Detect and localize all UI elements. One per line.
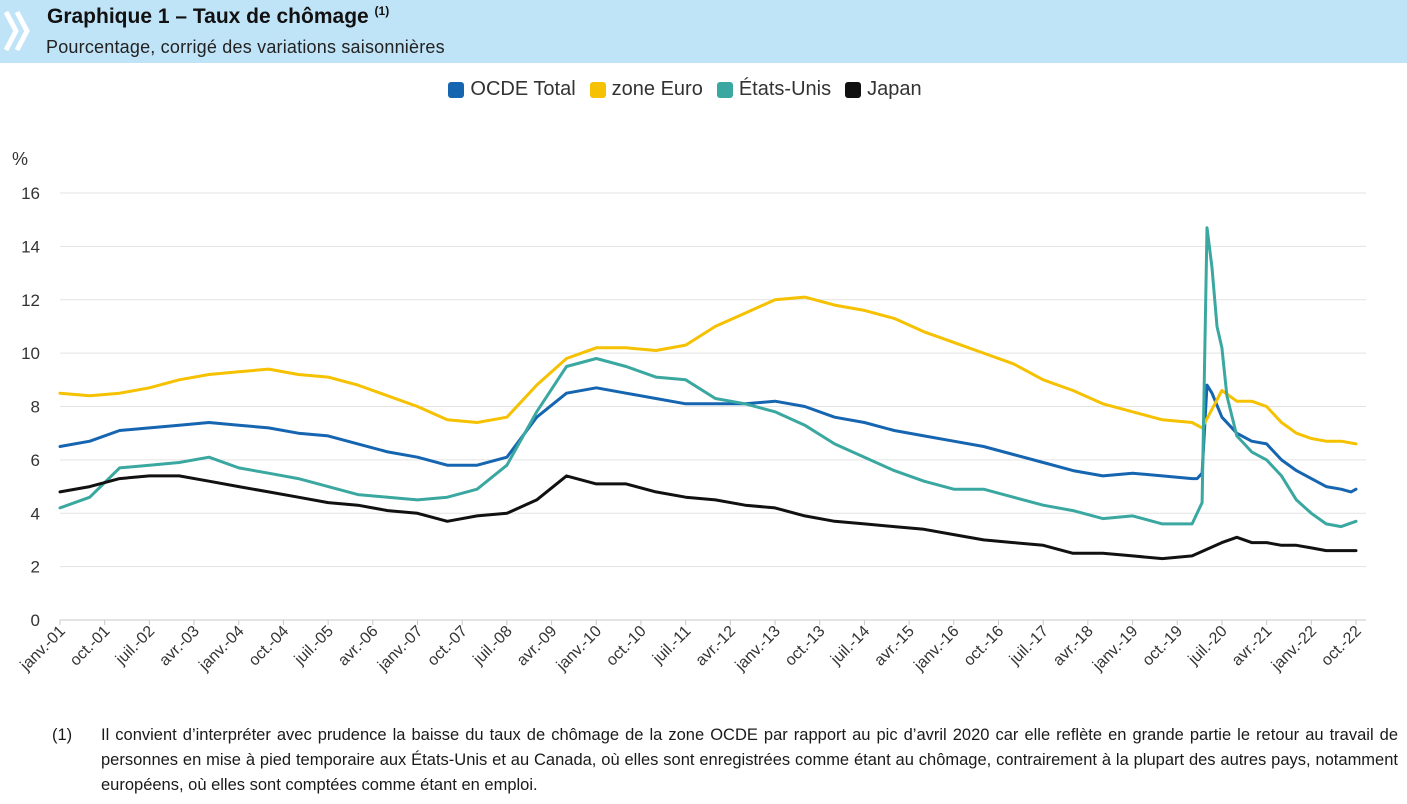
legend-item: États-Unis <box>716 78 832 101</box>
x-tick-label: janv.-19 <box>1089 623 1141 675</box>
legend-label: Japan <box>867 78 922 100</box>
x-tick-label: oct.-07 <box>424 623 471 670</box>
chart-title: Graphique 1 – Taux de chômage (1) <box>47 4 390 28</box>
y-tick-label: 8 <box>31 398 40 417</box>
y-tick-label: 4 <box>31 504 40 523</box>
y-axis-unit: % <box>12 149 28 169</box>
header-band: Graphique 1 – Taux de chômage (1) Pource… <box>0 0 1407 63</box>
x-tick-label: juil.-02 <box>112 623 158 669</box>
x-tick-label: janv.-22 <box>1268 623 1320 675</box>
legend-item: Japan <box>845 78 922 101</box>
legend-label: zone Euro <box>611 78 703 100</box>
x-tick-label: oct.-16 <box>961 623 1008 670</box>
x-tick-label: juil.-05 <box>291 623 337 669</box>
y-tick-label: 14 <box>21 237 40 256</box>
legend-item: OCDE Total <box>448 78 576 101</box>
chart-subtitle: Pourcentage, corrigé des variations sais… <box>46 37 445 57</box>
legend-swatch <box>589 81 606 98</box>
legend-item: zone Euro <box>589 78 703 101</box>
footnote: (1) Il convient d’interpréter avec prude… <box>52 723 1398 798</box>
x-tick-label: oct.-10 <box>603 623 650 670</box>
x-tick-label: janv.-04 <box>195 623 247 675</box>
series-line-zone-euro <box>58 295 1358 446</box>
x-tick-label: oct.-13 <box>782 623 829 670</box>
y-tick-label: 2 <box>31 558 40 577</box>
title-footnote-marker: (1) <box>374 4 390 18</box>
chevron-right-icon <box>3 10 30 52</box>
y-tick-label: 16 <box>21 184 40 203</box>
x-tick-label: janv.-01 <box>17 623 69 675</box>
x-tick-label: oct.-04 <box>246 623 293 670</box>
legend-swatch <box>716 81 733 98</box>
x-tick-label: juil.-17 <box>1006 623 1052 669</box>
legend-swatch <box>845 81 862 98</box>
footnote-text: Il convient d’interpréter avec prudence … <box>101 726 1398 794</box>
chart-legend: OCDE Total zone Euro États-Unis Japan <box>0 78 1370 101</box>
x-tick-label: oct.-01 <box>67 623 114 670</box>
x-tick-label: juil.-11 <box>649 623 694 668</box>
x-tick-label: juil.-20 <box>1185 623 1231 669</box>
x-tick-label: janv.-13 <box>732 623 784 675</box>
y-tick-label: 12 <box>21 291 40 310</box>
footnote-number: (1) <box>52 726 73 744</box>
y-tick-label: 10 <box>21 344 40 363</box>
x-tick-label: janv.-16 <box>910 623 962 675</box>
x-tick-label: janv.-07 <box>374 623 426 675</box>
x-tick-label: juil.-14 <box>827 623 873 669</box>
y-tick-label: 0 <box>31 611 40 630</box>
series-line-etats-unis <box>58 226 1358 529</box>
y-tick-label: 6 <box>31 451 40 470</box>
series-line-ocde-total <box>58 383 1358 494</box>
legend-label: États-Unis <box>738 78 832 100</box>
x-tick-label: juil.-08 <box>470 623 516 669</box>
legend-label: OCDE Total <box>470 78 576 100</box>
x-tick-label: janv.-10 <box>553 623 605 675</box>
x-tick-label: oct.-19 <box>1139 623 1186 670</box>
x-tick-label: oct.-22 <box>1318 623 1365 670</box>
series-line-japan <box>58 474 1358 561</box>
legend-swatch <box>448 81 465 98</box>
